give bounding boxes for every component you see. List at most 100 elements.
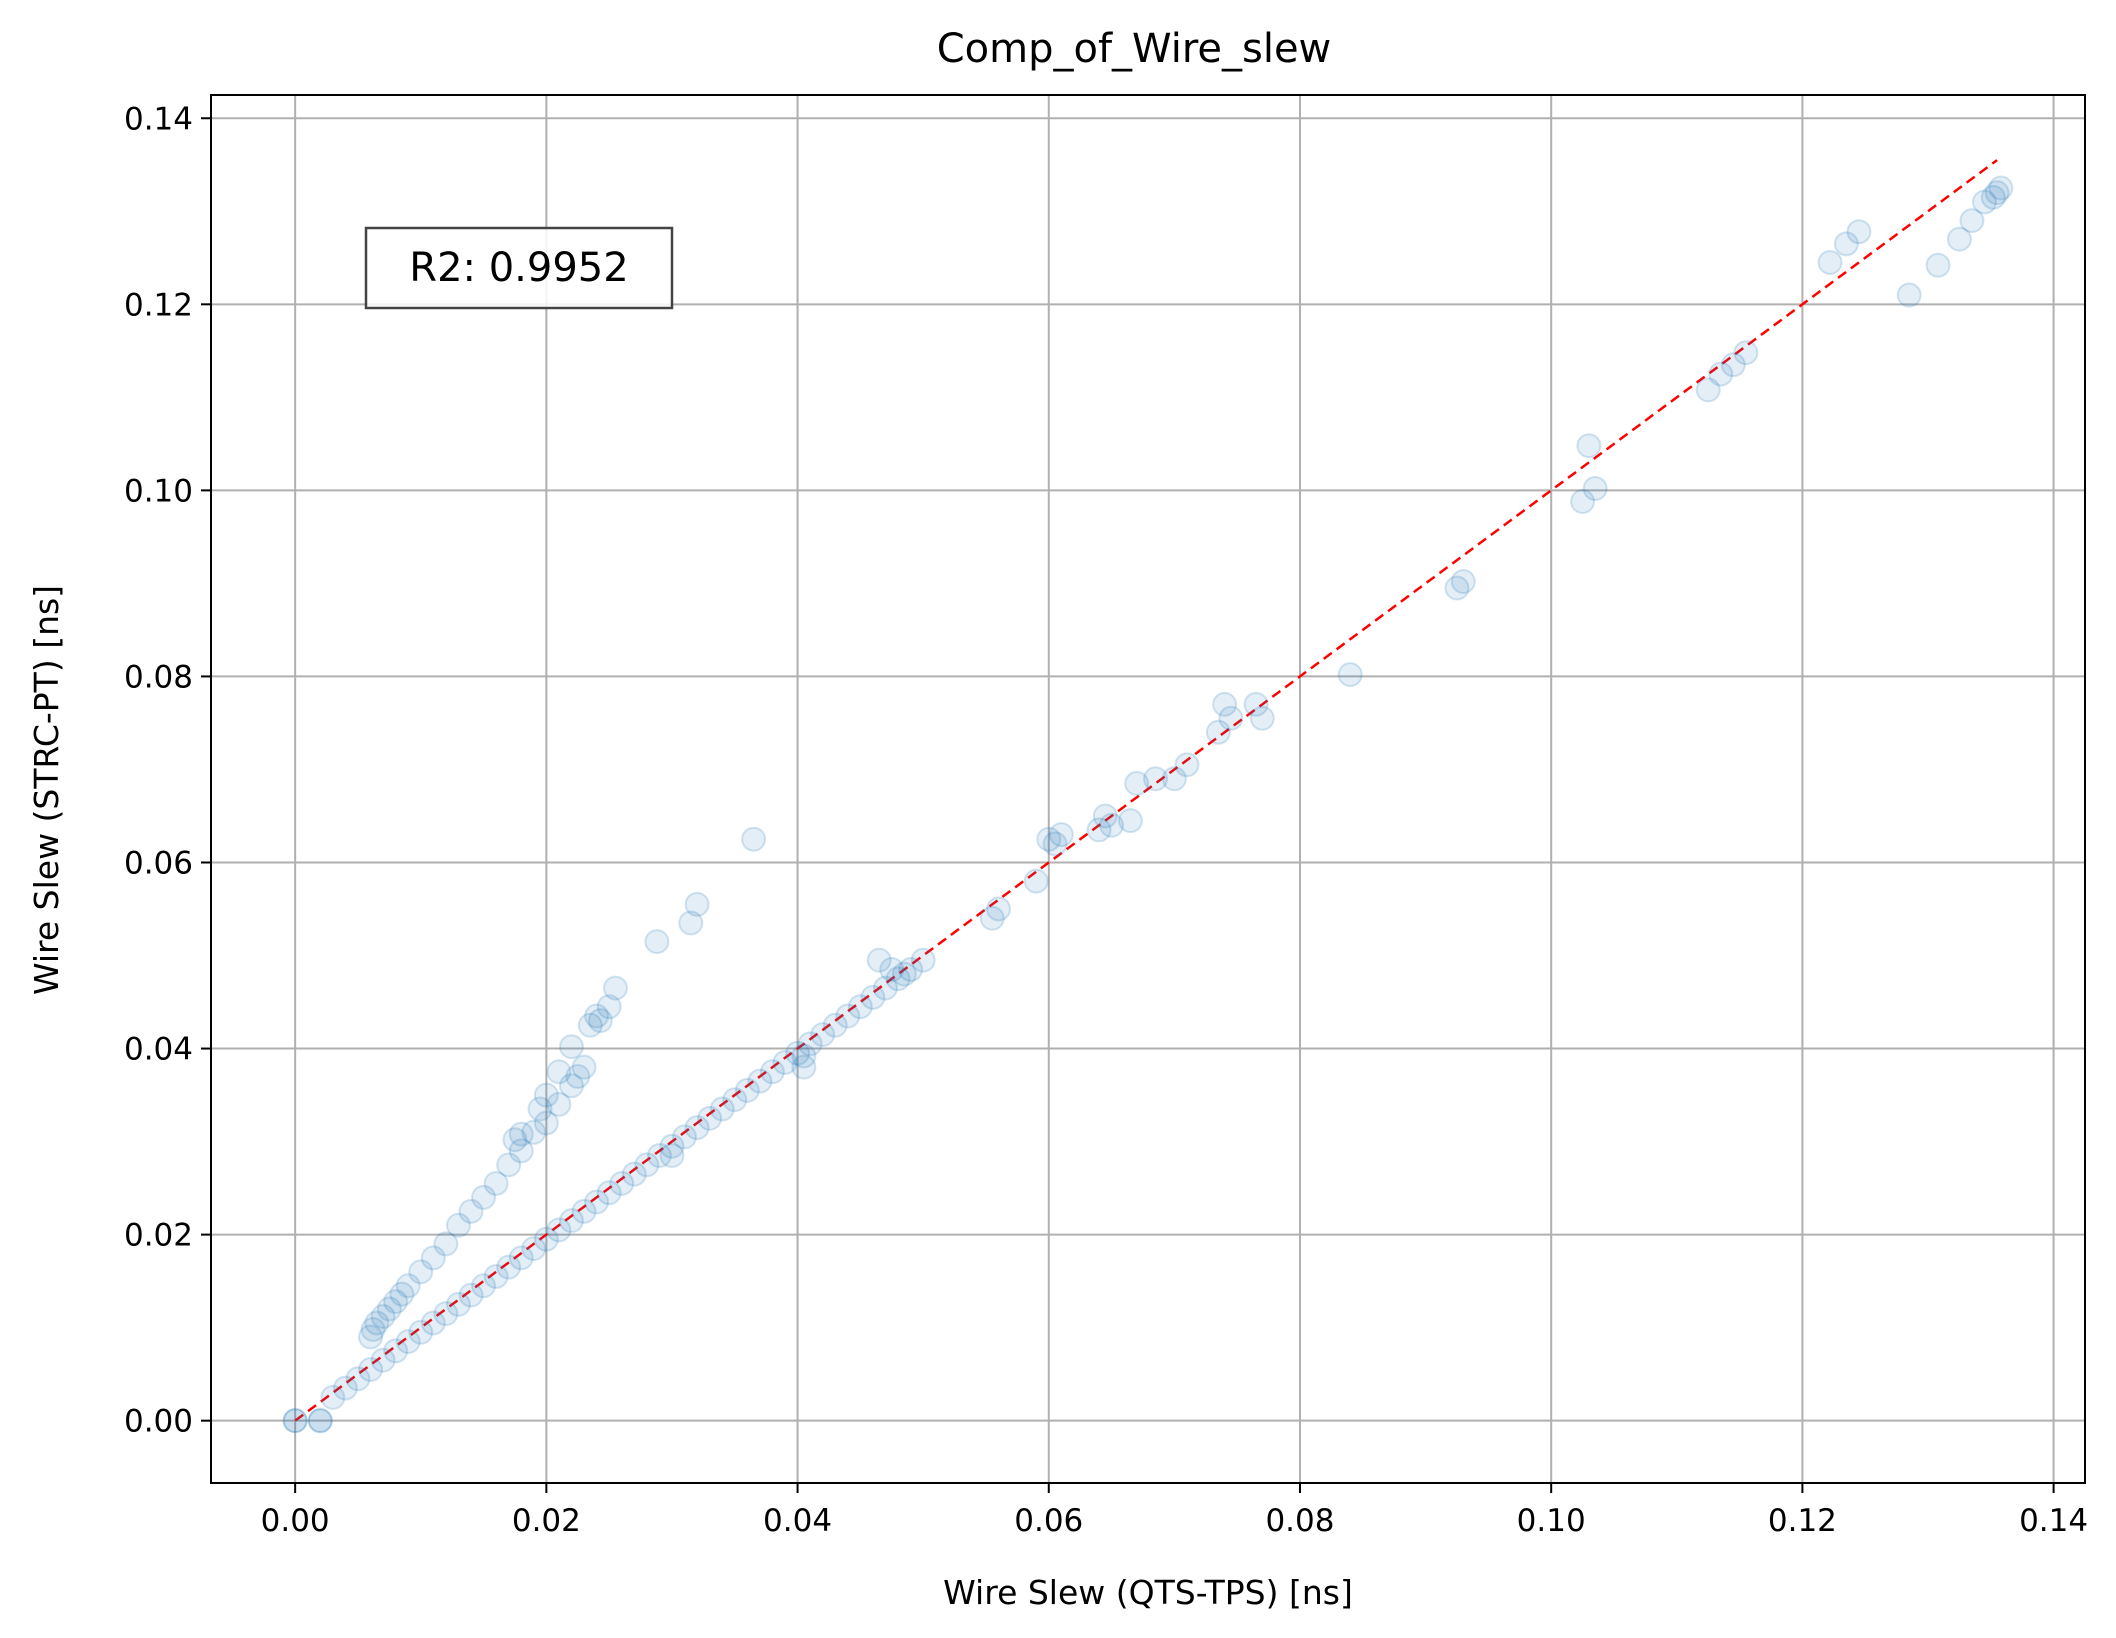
data-point xyxy=(741,826,767,852)
x-tick-label: 0.08 xyxy=(1265,1503,1334,1539)
r2-annotation: R2: 0.9952 xyxy=(364,226,674,310)
data-point xyxy=(1099,812,1125,838)
data-point xyxy=(370,1347,396,1373)
data-point xyxy=(358,1324,384,1350)
data-point xyxy=(1980,184,2006,210)
data-point xyxy=(866,947,892,973)
data-point xyxy=(1086,817,1112,843)
data-point xyxy=(307,1408,333,1434)
data-point xyxy=(986,896,1012,922)
data-point xyxy=(483,1263,509,1289)
data-point xyxy=(533,1082,559,1108)
data-point xyxy=(527,1096,553,1122)
data-point xyxy=(1833,231,1859,257)
data-point xyxy=(860,984,886,1010)
data-point xyxy=(602,975,628,1001)
data-point xyxy=(584,1003,610,1029)
data-point xyxy=(1048,822,1074,848)
y-axis-ticks: 0.00 0.02 0.04 0.06 0.08 0.10 0.12 0.14 xyxy=(124,101,211,1440)
data-point xyxy=(558,1034,584,1060)
data-point xyxy=(672,1124,698,1150)
data-point xyxy=(1249,705,1275,731)
data-point xyxy=(502,1127,528,1153)
data-point xyxy=(835,1003,861,1029)
data-point xyxy=(546,1217,572,1243)
data-point xyxy=(1576,433,1602,459)
data-point xyxy=(508,1245,534,1271)
data-point xyxy=(383,1338,409,1364)
data-point xyxy=(389,1281,415,1307)
data-point xyxy=(408,1259,434,1285)
data-point xyxy=(521,1236,547,1262)
y-tick-label: 0.08 xyxy=(124,659,193,695)
data-point xyxy=(1450,569,1476,595)
data-point xyxy=(979,905,1005,931)
x-tick-label: 0.10 xyxy=(1517,1503,1586,1539)
data-point xyxy=(1946,226,1972,252)
data-point xyxy=(684,891,710,917)
data-point xyxy=(1695,377,1721,403)
data-point xyxy=(1117,808,1143,834)
data-point xyxy=(684,1115,710,1141)
data-point xyxy=(810,1022,836,1048)
data-point xyxy=(408,1319,434,1345)
data-point xyxy=(1174,752,1200,778)
data-point xyxy=(1218,705,1244,731)
data-point xyxy=(1984,180,2010,206)
data-point xyxy=(1988,175,2014,201)
data-point xyxy=(360,1317,386,1343)
data-point xyxy=(659,1143,685,1169)
data-point xyxy=(370,1303,396,1329)
data-point xyxy=(395,1273,421,1299)
x-tick-label: 0.04 xyxy=(763,1503,832,1539)
data-point xyxy=(307,1408,333,1434)
y-tick-label: 0.14 xyxy=(124,101,193,137)
data-point xyxy=(772,1050,798,1076)
r2-annotation-text: R2: 0.9952 xyxy=(409,245,628,291)
data-point xyxy=(1337,662,1363,688)
y-tick-label: 0.10 xyxy=(124,473,193,509)
y-tick-label: 0.00 xyxy=(124,1404,193,1440)
data-point xyxy=(872,975,898,1001)
data-point xyxy=(1846,219,1872,245)
data-point xyxy=(709,1096,735,1122)
data-point xyxy=(1092,803,1118,829)
data-point xyxy=(546,1091,572,1117)
x-tick-label: 0.02 xyxy=(512,1503,581,1539)
data-point xyxy=(898,956,924,982)
chart-title: Comp_of_Wire_slew xyxy=(937,26,1332,72)
data-point xyxy=(533,1226,559,1252)
data-point xyxy=(433,1231,459,1257)
data-point xyxy=(1243,691,1269,717)
data-point xyxy=(471,1184,497,1210)
data-point xyxy=(420,1245,446,1271)
data-point xyxy=(879,956,905,982)
data-point xyxy=(282,1408,308,1434)
data-point xyxy=(791,1043,817,1069)
data-point xyxy=(508,1138,534,1164)
data-point xyxy=(885,966,911,992)
data-point xyxy=(1582,476,1608,502)
data-point xyxy=(496,1152,522,1178)
data-point xyxy=(1733,340,1759,366)
reference-line-group xyxy=(294,159,1998,1422)
data-point xyxy=(646,1143,672,1169)
data-point xyxy=(1720,352,1746,378)
data-point xyxy=(1023,868,1049,894)
data-point xyxy=(577,1012,603,1038)
data-point xyxy=(508,1121,534,1147)
x-tick-label: 0.06 xyxy=(1014,1503,1083,1539)
data-point xyxy=(1817,249,1843,275)
data-point xyxy=(471,1273,497,1299)
data-point xyxy=(910,947,936,973)
data-point xyxy=(558,1073,584,1099)
y-tick-label: 0.02 xyxy=(124,1218,193,1254)
data-point xyxy=(1161,766,1187,792)
data-point xyxy=(483,1170,509,1196)
data-points xyxy=(282,175,2014,1434)
data-point xyxy=(558,1208,584,1234)
plot-frame xyxy=(210,94,2086,1484)
data-point xyxy=(533,1110,559,1136)
